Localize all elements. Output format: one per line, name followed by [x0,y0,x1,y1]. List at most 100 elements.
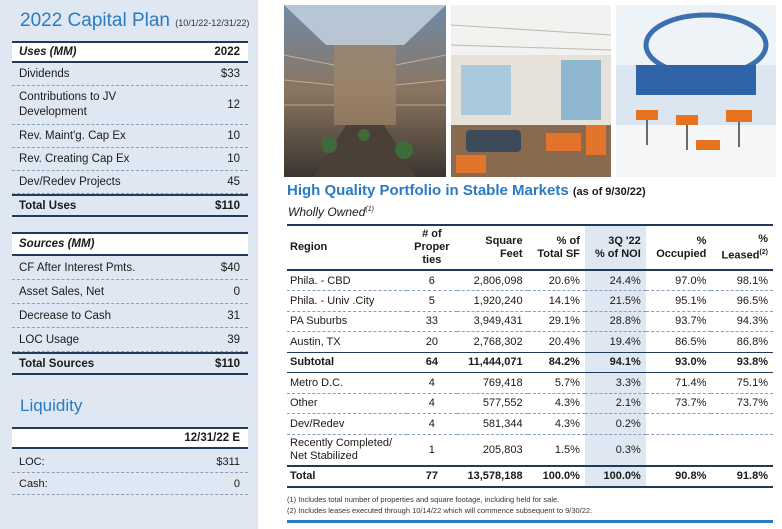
capital-plan-title-text: 2022 Capital Plan [20,10,170,31]
cell-region: Dev/Redev [287,413,408,435]
col-sqft-line: Feet [499,247,523,260]
sources-header-label: Sources (MM) [19,238,95,250]
total-row: Total 77 13,578,188 100.0% 100.0% 90.8% … [287,465,773,488]
sources-row-label: Decrease to Cash [19,309,112,322]
cell-pct-sf: 20.6% [527,270,585,291]
office-image [616,5,776,177]
cell-leased: 73.7% [711,393,773,414]
cell-occupied: 93.0% [645,351,712,373]
lounge-image [451,5,611,177]
cell-sqft: 3,949,431 [456,311,528,332]
cell-properties: 77 [407,465,457,488]
portfolio-subtitle: Wholly Owned(1) [288,205,374,219]
sources-row-label: Asset Sales, Net [19,285,105,298]
cell-noi: 3.3% [584,372,646,394]
cell-sqft: 581,344 [456,413,528,435]
sources-total-value: $110 [215,357,240,370]
cell-leased: 91.8% [711,465,773,488]
col-noi-line: % of NOI [594,247,641,260]
atrium-photo [284,5,446,177]
table-row: Austin, TX 20 2,768,302 20.4% 19.4% 86.5… [287,331,773,353]
subtotal-row: Subtotal 64 11,444,071 84.2% 94.1% 93.0%… [287,351,773,373]
uses-row-value: $33 [220,68,240,80]
cell-noi: 24.4% [584,270,646,291]
cell-occupied: 73.7% [645,393,712,414]
cell-sqft: 577,552 [456,393,528,414]
sources-row: Asset Sales, Net 0 [12,280,248,304]
cell-leased: 93.8% [711,351,773,373]
cell-sqft: 205,803 [456,434,528,467]
liquidity-title: Liquidity [20,396,83,415]
uses-table: Uses (MM) 2022 Dividends $33 Contributio… [12,41,248,217]
liquidity-row-value: $311 [216,455,240,468]
cell-noi: 94.1% [584,351,646,373]
cell-occupied [645,434,712,467]
portfolio-subtitle-text: Wholly Owned [288,205,366,219]
sources-total-label: Total Sources [19,357,95,370]
portfolio-subtitle-note: (1) [365,206,374,213]
cell-leased: 98.1% [711,270,773,291]
uses-row-value: 10 [227,130,240,142]
cell-noi: 28.8% [584,311,646,332]
cell-region: Metro D.C. [287,372,408,394]
cell-leased: 86.8% [711,331,773,353]
cell-region: Austin, TX [287,331,408,353]
cell-occupied: 95.1% [645,290,712,312]
portfolio-header-row: Region # of Proper ties Square Feet % of… [287,224,773,271]
cell-sqft: 13,578,188 [456,465,528,488]
footnote: (2) Includes leases executed through 10/… [287,506,593,515]
uses-row: Dev/Redev Projects 45 [12,171,248,194]
col-leased-line: % [758,232,768,245]
col-pct-leased: % Leased(2) [711,224,773,271]
sources-row-value: $40 [220,261,240,274]
cell-occupied: 71.4% [645,372,712,394]
cell-pct-sf: 29.1% [527,311,585,332]
cell-noi: 21.5% [584,290,646,312]
uses-row: Rev. Maint'g. Cap Ex 10 [12,125,248,148]
cell-properties: 4 [407,372,457,394]
sources-row: CF After Interest Pmts. $40 [12,256,248,280]
cell-leased [711,434,773,467]
table-row: Recently Completed/ Net Stabilized 1 205… [287,434,773,467]
col-properties-line: # of [422,228,442,240]
cell-pct-sf: 1.5% [527,434,585,467]
table-row: Metro D.C. 4 769,418 5.7% 3.3% 71.4% 75.… [287,372,773,394]
cell-region: Total [287,465,408,488]
liquidity-date: 12/31/22 E [12,427,248,449]
cell-region: Phila. - CBD [287,270,408,291]
col-properties-line: ties [422,254,442,266]
liquidity-row-value: 0 [233,477,240,490]
cell-region-line: Net Stabilized [290,449,358,462]
cell-pct-sf: 14.1% [527,290,585,312]
cell-properties: 6 [407,270,457,291]
cell-properties: 1 [407,434,457,467]
cell-region: Subtotal [287,351,408,373]
cell-pct-sf: 84.2% [527,351,585,373]
col-pct-sf-line: Total SF [537,247,580,260]
sources-row-value: 31 [227,309,240,322]
uses-total-label: Total Uses [19,199,77,212]
cell-noi: 2.1% [584,393,646,414]
col-pct-sf-line: % of [556,234,580,247]
cell-region-line: Recently Completed/ [290,436,393,449]
footnote: (1) Includes total number of properties … [287,495,560,504]
uses-row-label: Dev/Redev Projects [19,176,121,188]
liquidity-row-label: Cash: [19,477,48,490]
cell-region: Recently Completed/ Net Stabilized [287,434,408,467]
table-row: Phila. - Univ .City 5 1,920,240 14.1% 21… [287,290,773,312]
cell-noi: 0.3% [584,434,646,467]
capital-plan-title: 2022 Capital Plan (10/1/22-12/31/22) [20,10,249,32]
cell-sqft: 2,806,098 [456,270,528,291]
uses-header: Uses (MM) 2022 [12,41,248,63]
lounge-photo [451,5,611,177]
cell-noi: 19.4% [584,331,646,353]
capital-plan-date-range: (10/1/22-12/31/22) [175,18,250,28]
sources-total: Total Sources $110 [12,352,248,375]
cell-noi: 0.2% [584,413,646,435]
uses-total-value: $110 [215,199,240,212]
cell-properties: 4 [407,393,457,414]
uses-header-year: 2022 [214,46,240,58]
sources-row-label: LOC Usage [19,333,80,346]
cell-pct-sf: 4.3% [527,413,585,435]
cell-properties: 20 [407,331,457,353]
